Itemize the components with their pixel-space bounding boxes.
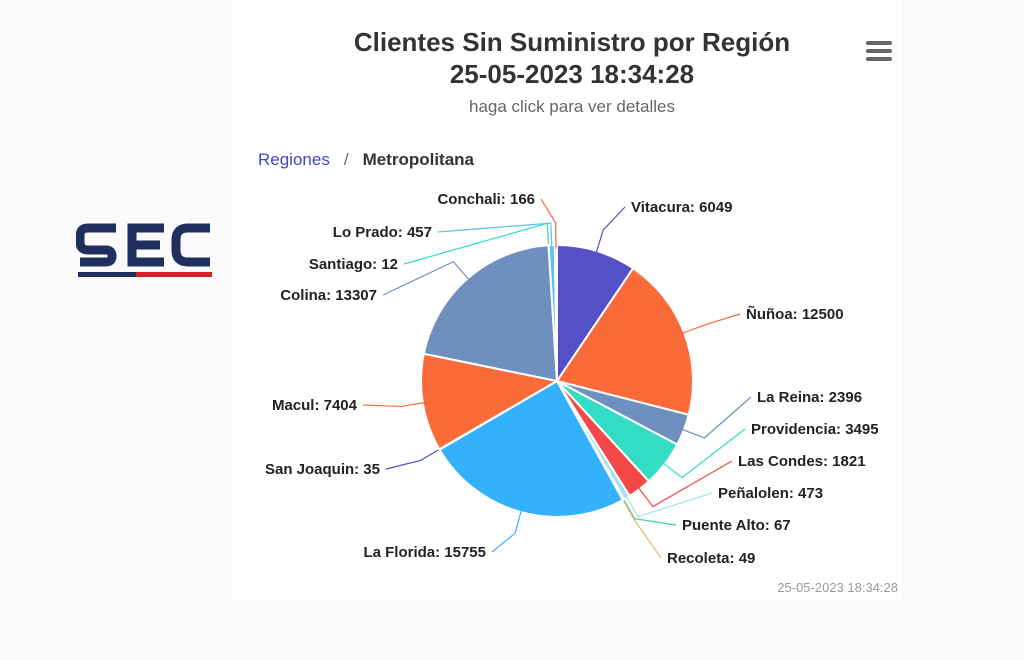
connector-line [680,313,741,335]
data-label: Las Condes: 1821 [738,453,866,470]
data-label: Recoleta: 49 [667,550,755,567]
data-label: Ñuñoa: 12500 [746,305,844,323]
connector-line [382,261,471,296]
chart-title-date: 25-05-2023 18:34:28 [449,59,695,89]
connector-line [491,508,523,553]
connector-line [661,428,746,479]
connector-line [540,198,557,250]
connector-line [437,222,553,250]
connector-line [620,496,662,559]
connector-line [624,492,713,518]
data-label: Lo Prado: 457 [333,224,432,241]
footer-timestamp: 25-05-2023 18:34:28 [777,580,898,595]
data-label: Macul: 7404 [272,397,358,414]
breadcrumb: Regiones / Metropolitana [258,150,474,170]
breadcrumb-regiones-link[interactable]: Regiones [258,150,330,169]
data-label: Puente Alto: 67 [682,517,791,534]
connector-line [385,446,444,470]
breadcrumb-separator: / [343,150,349,169]
data-label: Santiago: 12 [309,256,398,273]
connector-line [679,396,752,439]
connector-line [636,460,733,508]
data-label: Colina: 13307 [280,287,377,304]
chart-subtitle: haga click para ver detalles [468,97,675,116]
data-label: Vitacura: 6049 [631,199,732,216]
connector-line [362,401,427,408]
hamburger-menu-icon[interactable] [866,41,892,63]
breadcrumb-current: Metropolitana [362,150,475,169]
data-label: Peñalolen: 473 [718,485,823,502]
chart-title: Clientes Sin Suministro por Región [353,27,791,57]
data-label: Providencia: 3495 [751,421,879,438]
sec-logo [75,222,214,289]
connector-line [595,206,626,255]
data-label: Conchali: 166 [437,191,535,208]
data-label: La Florida: 15755 [363,544,486,561]
data-label: San Joaquin: 35 [265,461,380,478]
connector-line [621,495,677,526]
data-label: La Reina: 2396 [757,389,862,406]
